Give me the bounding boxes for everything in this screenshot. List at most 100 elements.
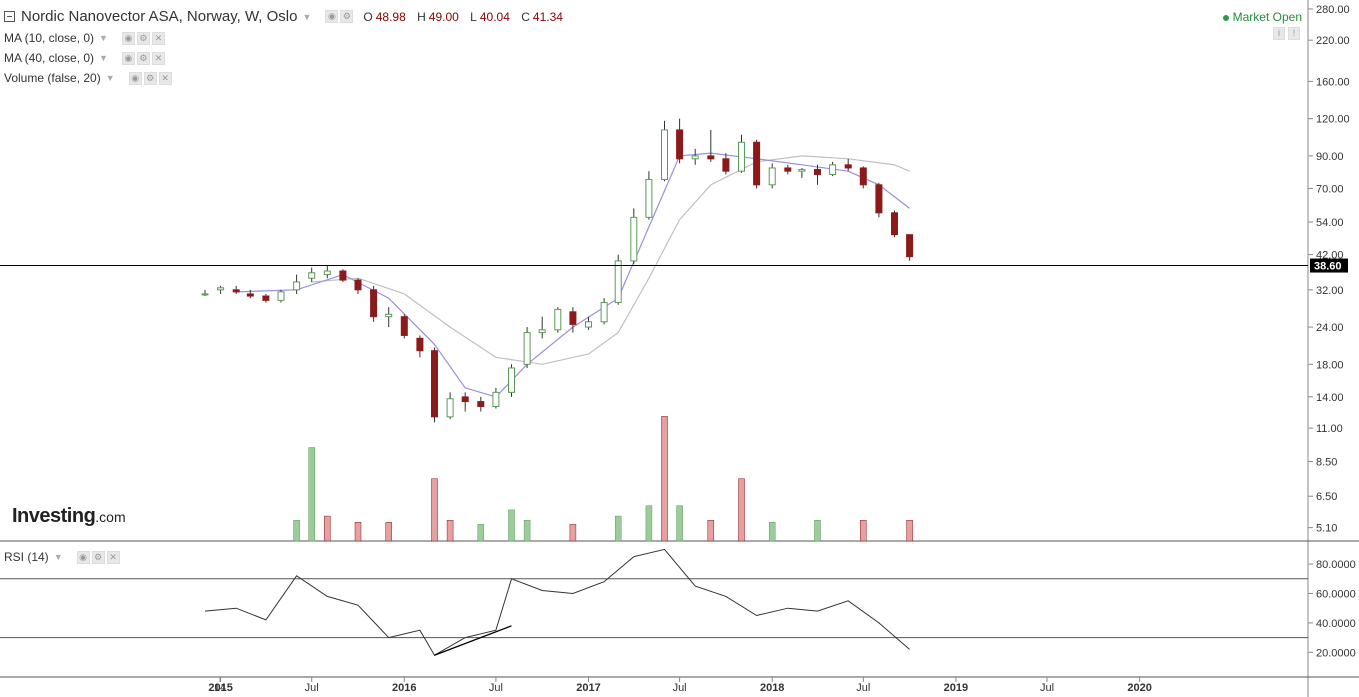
- rsi-header[interactable]: RSI (14) ▼ ◉ ⚙ ✕: [4, 550, 120, 564]
- candle-body: [277, 291, 285, 301]
- volume-bar: [645, 505, 653, 542]
- candle-body: [538, 329, 546, 334]
- info-icon[interactable]: i: [1273, 27, 1285, 40]
- y-tick-label: 5.10: [1316, 523, 1337, 535]
- series-buttons: ◉ ⚙: [325, 10, 354, 23]
- volume-bar: [860, 519, 867, 542]
- eye-icon[interactable]: ◉: [121, 51, 135, 65]
- volume-bar: [354, 522, 362, 542]
- candle-body: [798, 169, 806, 172]
- eye-icon[interactable]: ◉: [325, 10, 339, 23]
- indicator-ma10[interactable]: MA (10, close, 0) ▼ ◉ ⚙ ✕: [4, 31, 165, 45]
- candle-body: [829, 164, 837, 175]
- settings-icon[interactable]: ⚙: [340, 10, 354, 23]
- candle-body: [385, 313, 393, 318]
- y-tick-label: 280.00: [1316, 4, 1350, 16]
- candle-body: [722, 158, 730, 172]
- close-icon[interactable]: ✕: [151, 51, 165, 65]
- candle-body: [370, 289, 378, 318]
- candle-body: [844, 164, 852, 169]
- candle-body: [676, 129, 684, 160]
- candle-body: [461, 396, 469, 403]
- candle-body: [753, 141, 761, 186]
- chevron-down-icon[interactable]: ▼: [105, 73, 115, 83]
- rsi-tick-label: 40.0000: [1316, 618, 1356, 630]
- x-tick-label: Jul: [305, 682, 319, 694]
- volume-bar: [661, 416, 668, 542]
- candle-body: [891, 212, 899, 236]
- candle-body: [400, 316, 408, 336]
- ohlc-open: 48.98: [375, 9, 406, 24]
- ohlc-readout: O 48.98 H 49.00 L 40.04 C 41.34: [363, 9, 563, 24]
- candle-body: [523, 332, 531, 365]
- x-tick-label: Jul: [489, 682, 503, 694]
- ma40-line: [311, 155, 910, 365]
- settings-icon[interactable]: ⚙: [136, 51, 150, 65]
- volume-bar: [446, 519, 454, 542]
- status-dot-icon: [1222, 14, 1229, 21]
- chevron-down-icon[interactable]: ▼: [99, 33, 108, 43]
- candle-body: [262, 295, 270, 301]
- y-tick-label: 32.00: [1316, 285, 1344, 297]
- settings-icon[interactable]: ⚙: [136, 31, 150, 45]
- eye-icon[interactable]: ◉: [121, 31, 135, 45]
- candle-body: [875, 184, 883, 214]
- volume-bar: [324, 515, 331, 542]
- settings-icon[interactable]: ⚙: [143, 71, 157, 85]
- eye-icon[interactable]: ◉: [128, 71, 142, 85]
- candle-body: [354, 279, 362, 291]
- chevron-down-icon[interactable]: ▼: [99, 53, 108, 63]
- y-tick-label: 18.00: [1316, 359, 1344, 371]
- candle-body: [308, 272, 316, 279]
- candle-body: [630, 216, 638, 262]
- rsi-trendline: [434, 625, 512, 656]
- indicator-volume[interactable]: Volume (false, 20) ▼ ◉ ⚙ ✕: [4, 71, 172, 85]
- chevron-down-icon[interactable]: ▼: [302, 11, 312, 22]
- eye-icon[interactable]: ◉: [76, 550, 90, 564]
- close-icon[interactable]: ✕: [151, 31, 165, 45]
- candle-body: [784, 167, 792, 172]
- indicator-label: MA (10, close, 0): [4, 31, 95, 45]
- volume-bar: [293, 519, 300, 542]
- volume-bar: [385, 522, 392, 542]
- x-tick-label: 14: [214, 682, 226, 694]
- x-tick-label: Jul: [1040, 682, 1054, 694]
- x-tick-label: Jul: [856, 682, 870, 694]
- chart-header: Nordic Nanovector ASA, Norway, W, Oslo ▼…: [4, 8, 571, 25]
- volume-bar: [523, 519, 531, 542]
- x-tick-label: 2016: [392, 682, 416, 694]
- current-price-label: 38.60: [1314, 261, 1342, 273]
- indicator-ma40[interactable]: MA (40, close, 0) ▼ ◉ ⚙ ✕: [4, 51, 165, 65]
- candle-body: [600, 302, 608, 323]
- candle-body: [814, 169, 822, 175]
- candle-body: [554, 308, 562, 331]
- warning-icon[interactable]: !: [1288, 27, 1300, 40]
- candle-body: [430, 350, 438, 418]
- ohlc-low: 40.04: [479, 9, 510, 24]
- candle-body: [232, 289, 240, 293]
- ohlc-high: 49.00: [428, 9, 459, 24]
- close-icon[interactable]: ✕: [106, 550, 120, 564]
- logo-suffix: .com: [95, 509, 126, 525]
- candle-body: [416, 337, 424, 352]
- settings-icon[interactable]: ⚙: [91, 550, 105, 564]
- investing-logo: Investing.com: [12, 505, 126, 528]
- collapse-icon[interactable]: [4, 11, 15, 22]
- chevron-down-icon[interactable]: ▼: [53, 552, 63, 562]
- candle-body: [691, 155, 699, 160]
- volume-bar: [738, 478, 745, 542]
- x-tick-label: 2017: [576, 682, 600, 694]
- rsi-line: [204, 548, 910, 656]
- indicator-label: MA (40, close, 0): [4, 51, 95, 65]
- market-status-label: Market Open: [1232, 10, 1302, 24]
- candle-body: [585, 321, 593, 328]
- y-tick-label: 54.00: [1316, 217, 1344, 229]
- volume-bar: [308, 447, 315, 542]
- candle-body: [477, 401, 485, 407]
- y-tick-label: 90.00: [1316, 151, 1344, 163]
- candle-body: [201, 293, 209, 296]
- rsi-tick-label: 80.0000: [1316, 559, 1356, 571]
- candle-body: [569, 311, 577, 325]
- close-icon[interactable]: ✕: [158, 71, 172, 85]
